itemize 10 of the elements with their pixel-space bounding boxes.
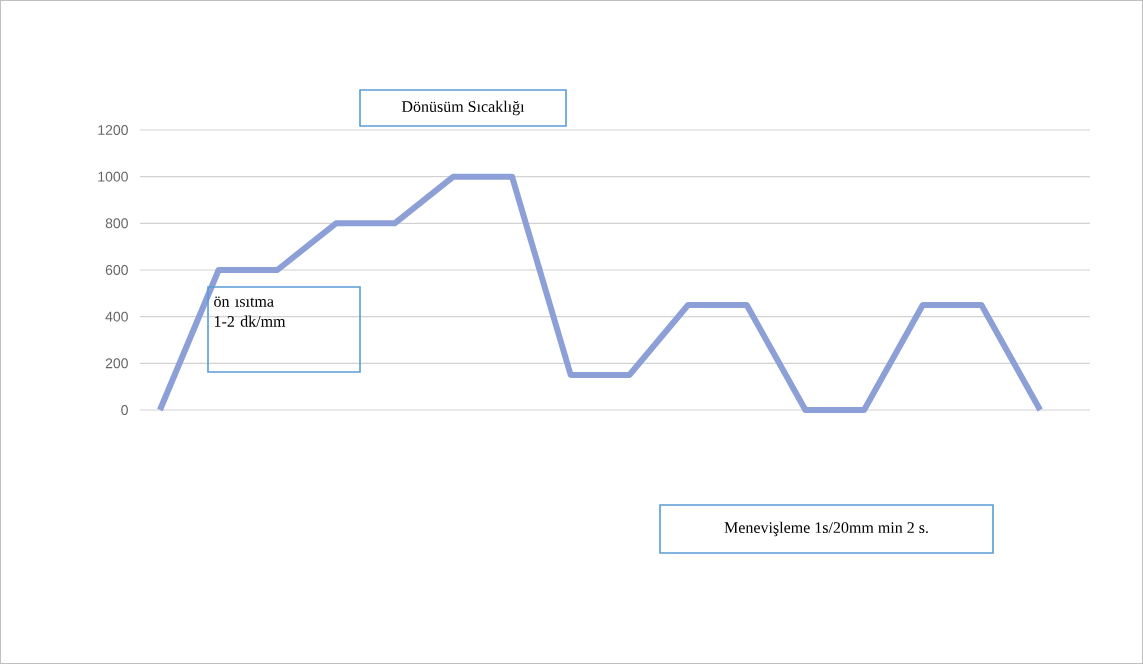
y-tick-label: 1200 bbox=[98, 125, 128, 135]
text: Menevişleme 1s/20mm min 2 s. bbox=[724, 521, 928, 537]
text: Dönüsüm Sıcaklığı bbox=[401, 100, 525, 116]
y-tick-label: 400 bbox=[105, 311, 128, 322]
y-tick-label: 800 bbox=[105, 218, 128, 229]
y-tick-label: 200 bbox=[105, 358, 128, 369]
y-tick-label: 1000 bbox=[98, 171, 128, 182]
annotation: ön ısıtma 1-2 dk/mm bbox=[214, 296, 286, 327]
y-tick-label: 0 bbox=[121, 405, 128, 415]
y-tick-label: 600 bbox=[105, 265, 128, 275]
